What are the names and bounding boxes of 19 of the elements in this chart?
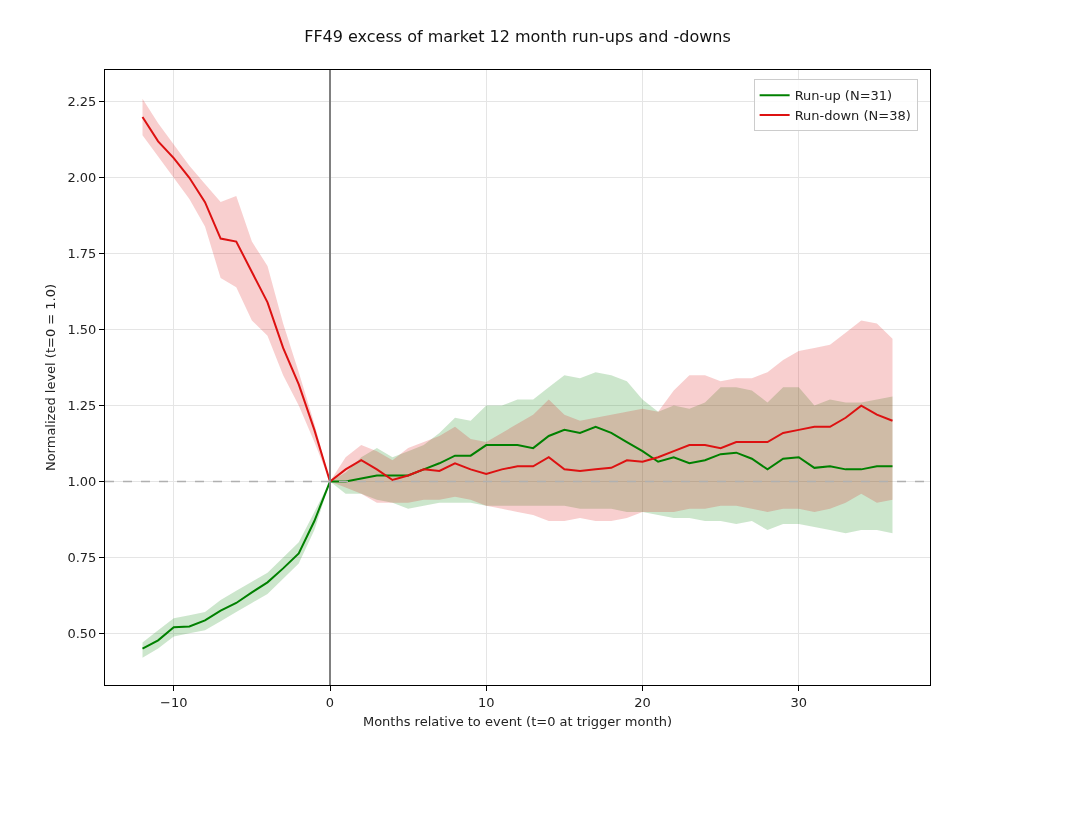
- x-tick-label: 20: [634, 694, 651, 710]
- y-tick-label: 1.25: [67, 398, 97, 414]
- x-tick-label: −10: [160, 694, 188, 710]
- x-tick-label: 30: [790, 694, 808, 710]
- x-tick-label: 10: [477, 694, 495, 710]
- chart-title: FF49 excess of market 12 month run-ups and -downs: [304, 27, 731, 47]
- y-tick-label: 1.50: [67, 322, 97, 338]
- y-tick-label: 0.50: [67, 625, 97, 641]
- y-tick-label: 2.00: [67, 170, 97, 186]
- y-tick-label: 2.25: [67, 94, 97, 110]
- legend-label: Run-down (N=38): [794, 108, 911, 124]
- y-axis-title: Normalized level (t=0 = 1.0): [43, 283, 59, 472]
- y-tick-label: 1.00: [67, 474, 97, 490]
- x-axis-title: Months relative to event (t=0 at trigger month): [362, 714, 673, 730]
- line-series: [141, 425, 894, 650]
- legend-label: Run-up (N=31): [794, 88, 893, 104]
- x-tick-label: 0: [325, 694, 335, 710]
- y-tick-label: 0.75: [67, 549, 97, 565]
- y-tick-label: 1.75: [67, 246, 97, 262]
